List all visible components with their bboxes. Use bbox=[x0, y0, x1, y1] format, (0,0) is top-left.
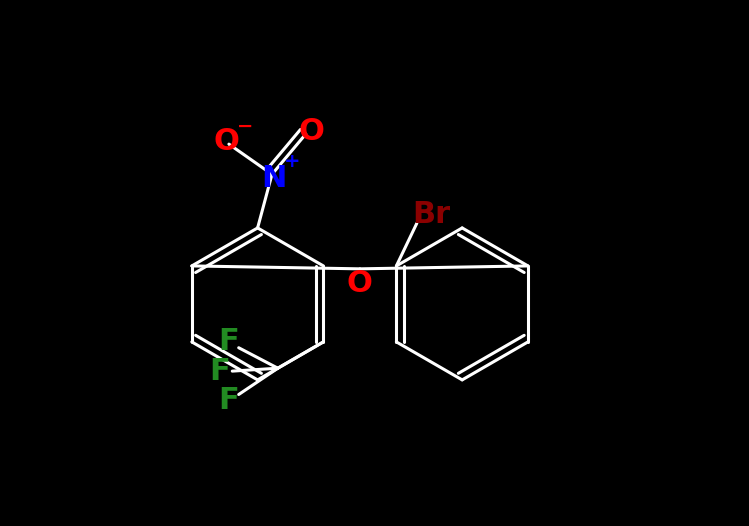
Text: O: O bbox=[213, 127, 239, 156]
Text: N: N bbox=[261, 165, 286, 194]
Text: Br: Br bbox=[413, 200, 450, 229]
Text: F: F bbox=[209, 357, 230, 386]
Text: F: F bbox=[218, 327, 238, 357]
Text: F: F bbox=[218, 386, 238, 415]
Text: +: + bbox=[284, 152, 300, 171]
Text: O: O bbox=[299, 117, 324, 146]
Text: O: O bbox=[347, 269, 373, 298]
Text: −: − bbox=[237, 117, 253, 136]
